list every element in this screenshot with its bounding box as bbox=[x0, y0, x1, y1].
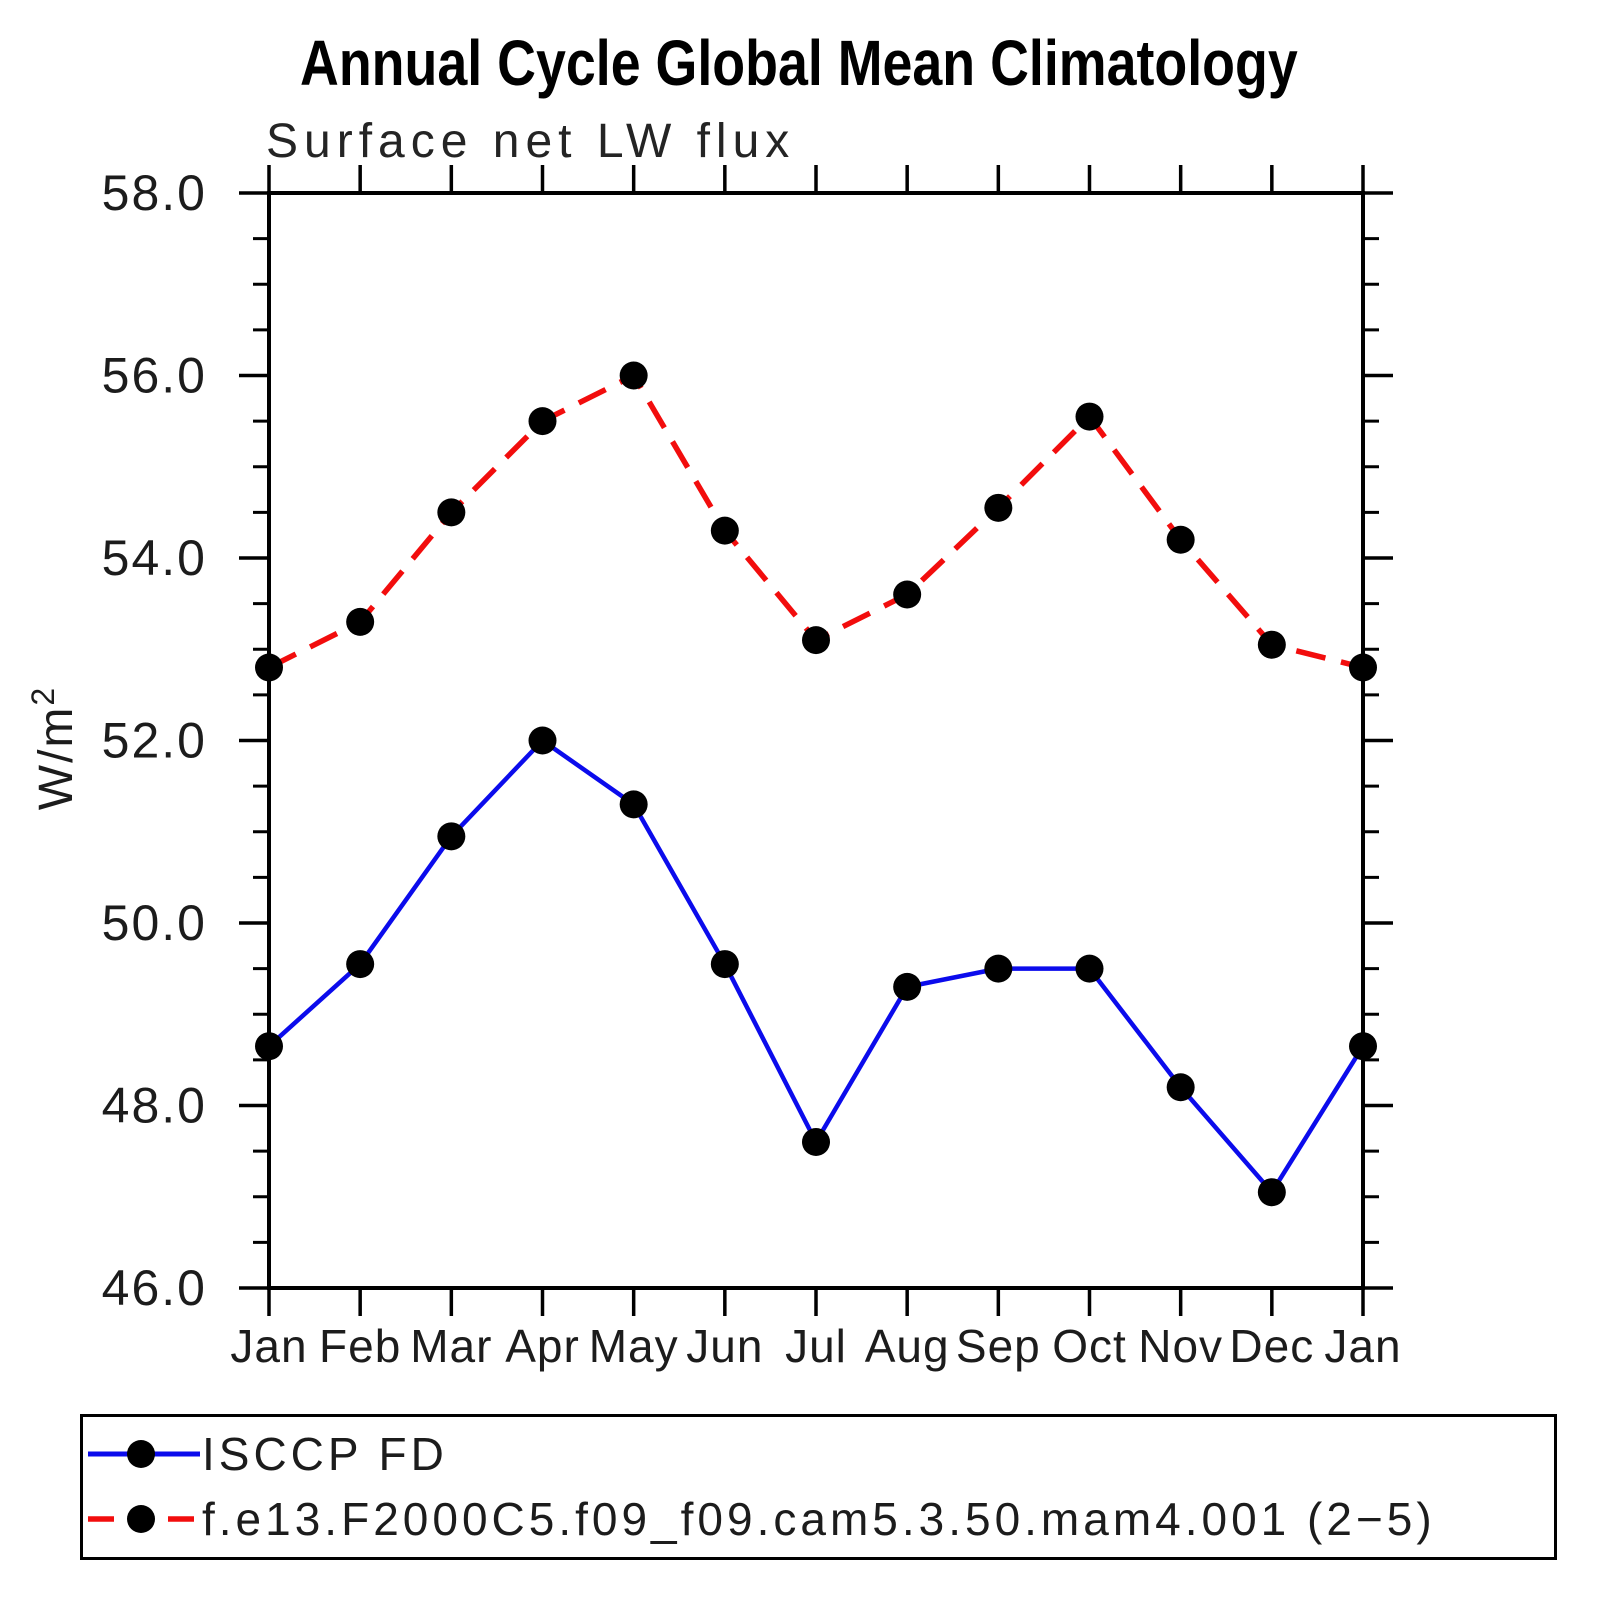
data-point-s1 bbox=[255, 653, 283, 682]
data-point-s0 bbox=[1349, 1032, 1377, 1061]
x-tick-label: Aug bbox=[865, 1320, 950, 1372]
chart-title: Annual Cycle Global Mean Climatology bbox=[299, 27, 1298, 99]
y-tick-label: 56.0 bbox=[102, 348, 207, 404]
data-point-s0 bbox=[1075, 954, 1104, 983]
x-tick-label: Nov bbox=[1138, 1320, 1223, 1372]
data-point-s1 bbox=[984, 493, 1013, 522]
legend-marker-dot bbox=[127, 1440, 155, 1468]
data-point-s1 bbox=[619, 361, 648, 390]
title-row: Annual Cycle Global Mean Climatology bbox=[0, 26, 1597, 100]
data-point-s0 bbox=[528, 726, 557, 755]
data-point-s0 bbox=[437, 822, 466, 851]
data-point-s1 bbox=[437, 498, 466, 527]
data-point-s0 bbox=[346, 950, 375, 979]
x-tick-label: Dec bbox=[1229, 1320, 1314, 1372]
legend-entry-isccp: ISCCP FD bbox=[88, 1428, 448, 1480]
data-point-s0 bbox=[1166, 1073, 1195, 1102]
y-tick-label: 52.0 bbox=[102, 713, 207, 769]
legend-sample-dashed-line bbox=[88, 1505, 200, 1533]
y-tick-label: 54.0 bbox=[102, 530, 207, 586]
y-axis-label: W/m2 bbox=[25, 686, 83, 810]
legend-marker-dot bbox=[127, 1505, 155, 1533]
x-tick-label: Jan bbox=[1324, 1320, 1401, 1372]
series-line-0 bbox=[267, 738, 1365, 1195]
data-point-s0 bbox=[255, 1032, 283, 1061]
legend-label-model: f.e13.F2000C5.f09_f09.cam5.3.50.mam4.001… bbox=[202, 1493, 1436, 1545]
data-point-s0 bbox=[710, 950, 739, 979]
chart-subtitle: Surface net LW flux bbox=[266, 115, 796, 168]
legend-entry-model: f.e13.F2000C5.f09_f09.cam5.3.50.mam4.001… bbox=[88, 1493, 1436, 1545]
data-point-s0 bbox=[1257, 1178, 1286, 1207]
data-point-s0 bbox=[802, 1128, 830, 1156]
x-tick-label: Mar bbox=[410, 1320, 492, 1372]
x-tick-label: Apr bbox=[505, 1320, 580, 1372]
data-point-s0 bbox=[619, 790, 648, 819]
x-tick-label: May bbox=[589, 1320, 679, 1372]
plot-frame bbox=[267, 191, 1365, 1290]
data-point-s1 bbox=[893, 580, 922, 609]
data-point-s1 bbox=[528, 407, 557, 436]
x-tick-label: Sep bbox=[956, 1320, 1041, 1372]
data-point-s1 bbox=[346, 607, 375, 636]
x-tick-label: Feb bbox=[319, 1320, 401, 1372]
y-tick-label: 58.0 bbox=[102, 165, 207, 221]
series-line-1 bbox=[267, 372, 1364, 671]
y-tick-label: 46.0 bbox=[102, 1260, 207, 1316]
data-point-s1 bbox=[710, 516, 739, 545]
y-tick-label: 50.0 bbox=[102, 895, 207, 951]
x-tick-label: Jul bbox=[785, 1320, 847, 1372]
legend-sample-solid-line bbox=[88, 1440, 200, 1468]
data-point-s0 bbox=[893, 972, 922, 1001]
legend-box: ISCCP FD f.e13.F2000C5.f09_f09.cam5.3.50… bbox=[80, 1414, 1557, 1560]
x-tick-label: Jan bbox=[230, 1320, 307, 1372]
data-point-s1 bbox=[1166, 525, 1195, 554]
data-point-s1 bbox=[802, 626, 830, 655]
data-point-s1 bbox=[1349, 653, 1377, 682]
y-tick-label: 48.0 bbox=[102, 1078, 207, 1134]
data-point-s1 bbox=[1257, 630, 1286, 659]
x-tick-label: Jun bbox=[686, 1320, 763, 1372]
x-tick-label: Oct bbox=[1052, 1320, 1127, 1372]
legend-label-isccp: ISCCP FD bbox=[202, 1428, 448, 1480]
data-point-s1 bbox=[1075, 402, 1104, 431]
data-point-s0 bbox=[984, 954, 1013, 983]
